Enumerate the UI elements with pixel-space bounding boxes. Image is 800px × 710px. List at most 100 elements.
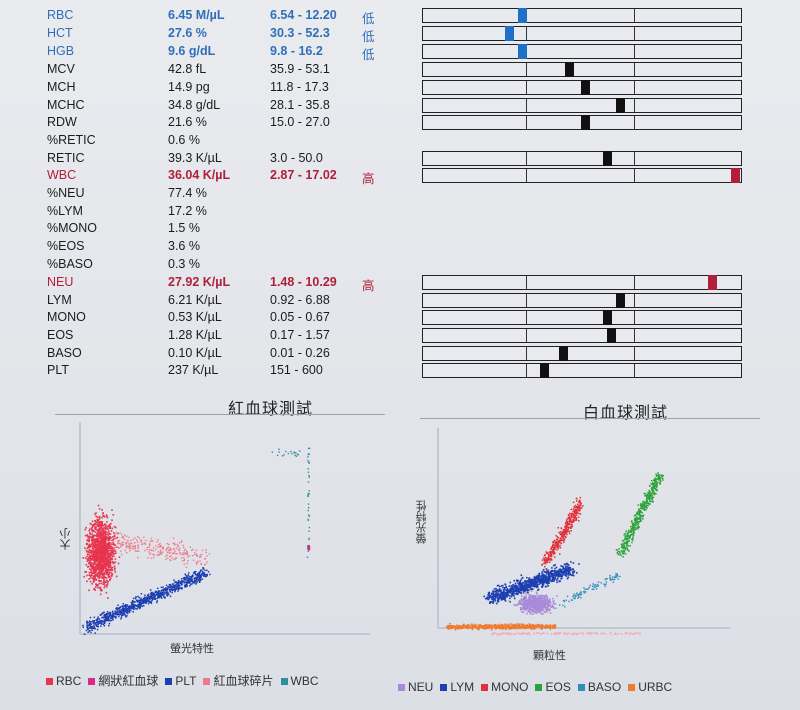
result-name: MCV (47, 62, 75, 76)
result-row-lym: LYM 6.21 K/µL 0.92 - 6.88 (0, 293, 400, 310)
result-row-pct-eos: %EOS 3.6 % (0, 239, 400, 256)
wbc-cluster-mono (541, 496, 584, 571)
range-bar-mono (422, 310, 742, 325)
legend-item: MONO (481, 676, 528, 698)
wbc-cluster-urbc-tail (490, 631, 641, 636)
result-ref: 28.1 - 35.8 (270, 98, 330, 112)
result-row-rdw: RDW 21.6 % 15.0 - 27.0 (0, 115, 400, 132)
wbc-y-axis-label: 螢光特性 (416, 500, 428, 544)
range-bar-plt (422, 363, 742, 378)
result-name: EOS (47, 328, 74, 342)
result-flag: 低 (362, 12, 375, 26)
legend-label: 網狀紅血球 (98, 674, 159, 688)
rbc-legend: RBC 網狀紅血球 PLT 紅血球碎片 WBC (46, 670, 376, 692)
result-row-wbc: WBC 36.04 K/µL 2.87 - 17.02 高 (0, 168, 400, 186)
result-value: 27.92 K/µL (168, 275, 231, 289)
legend-item: RBC (46, 670, 81, 692)
legend-label: NEU (408, 680, 434, 694)
rbc-cluster-plt (82, 567, 211, 635)
result-name: HCT (47, 26, 73, 40)
legend-label: EOS (545, 680, 571, 694)
result-value: 42.8 fL (168, 62, 207, 76)
result-name: RBC (47, 8, 74, 22)
result-value: 6.21 K/µL (168, 293, 222, 307)
legend-label: RBC (56, 674, 82, 688)
result-row-plt: PLT 237 K/µL 151 - 600 (0, 363, 400, 380)
result-ref: 30.3 - 52.3 (270, 26, 330, 40)
range-bar-divider (634, 311, 636, 324)
legend-item: LYM (440, 676, 474, 698)
legend-swatch (280, 678, 288, 686)
wbc-cluster-lym (483, 561, 580, 605)
result-ref: 0.92 - 6.88 (270, 293, 330, 307)
rbc-scatter-plot (79, 422, 370, 635)
range-bar-divider (634, 276, 636, 289)
range-bar-marker (540, 363, 549, 378)
range-bar-divider (526, 81, 528, 94)
range-bar-rbc (422, 8, 742, 23)
legend-item: 紅血球碎片 (203, 670, 274, 692)
result-ref: 151 - 600 (270, 363, 323, 377)
range-bar-divider (526, 63, 528, 76)
legend-item: WBC (280, 670, 319, 692)
range-bar-marker (559, 346, 568, 361)
rbc-cluster-wbc-scatter (271, 448, 301, 457)
result-ref: 9.8 - 16.2 (270, 44, 323, 58)
result-ref: 11.8 - 17.3 (270, 80, 329, 94)
legend-swatch (628, 684, 636, 692)
result-flag: 低 (362, 30, 375, 44)
range-bar-baso (422, 346, 742, 361)
result-ref: 6.54 - 12.20 (270, 8, 337, 22)
legend-label: MONO (491, 680, 529, 694)
result-flag: 高 (362, 172, 375, 186)
result-name: MCH (47, 80, 76, 94)
legend-item: EOS (535, 676, 571, 698)
result-value: 21.6 % (168, 115, 207, 129)
result-value: 17.2 % (168, 204, 207, 218)
result-row-mchc: MCHC 34.8 g/dL 28.1 - 35.8 (0, 98, 400, 115)
result-ref: 15.0 - 27.0 (270, 115, 330, 129)
range-bar-divider (526, 99, 528, 112)
range-bar-divider (634, 294, 636, 307)
result-value: 9.6 g/dL (168, 44, 216, 58)
result-name: RETIC (47, 151, 85, 165)
legend-label: WBC (290, 674, 319, 688)
range-bar-marker (603, 151, 612, 166)
legend-swatch (440, 684, 448, 692)
range-bar-marker (603, 310, 612, 325)
range-bar-mcv (422, 62, 742, 77)
result-value: 77.4 % (168, 186, 207, 200)
result-flag: 高 (362, 279, 375, 293)
legend-item: BASO (577, 676, 622, 698)
range-bar-divider (634, 9, 636, 22)
result-name: MCHC (47, 98, 85, 112)
result-value: 0.3 % (168, 257, 200, 271)
legend-label: URBC (638, 680, 673, 694)
result-ref: 35.9 - 53.1 (270, 62, 330, 76)
result-name: MONO (47, 310, 86, 324)
range-bar-marker (616, 98, 625, 113)
result-row-eos: EOS 1.28 K/µL 0.17 - 1.57 (0, 328, 400, 345)
range-bar-divider (526, 116, 528, 129)
legend-label: BASO (587, 680, 622, 694)
result-row-pct-neu: %NEU 77.4 % (0, 186, 400, 203)
wbc-scatter-plot (437, 428, 730, 636)
result-value: 36.04 K/µL (168, 168, 231, 182)
result-ref: 2.87 - 17.02 (270, 168, 337, 182)
result-row-mch: MCH 14.9 pg 11.8 - 17.3 (0, 80, 400, 97)
result-row-hct: HCT 27.6 % 30.3 - 52.3 低 (0, 26, 400, 44)
wbc-panel-title: 白血球測試 (583, 405, 669, 422)
result-name: %NEU (47, 186, 85, 200)
result-value: 237 K/µL (168, 363, 219, 377)
result-ref: 1.48 - 10.29 (270, 275, 337, 289)
range-bar-divider (526, 311, 528, 324)
result-value: 27.6 % (168, 26, 207, 40)
legend-swatch (481, 684, 489, 692)
range-bar-retic (422, 151, 742, 166)
range-bar-divider (634, 347, 636, 360)
legend-item: 網狀紅血球 (88, 670, 158, 692)
legend-swatch (46, 678, 53, 686)
result-name: %EOS (47, 239, 85, 253)
rbc-x-axis-label: 螢光特性 (170, 643, 214, 655)
result-name: NEU (47, 275, 74, 289)
